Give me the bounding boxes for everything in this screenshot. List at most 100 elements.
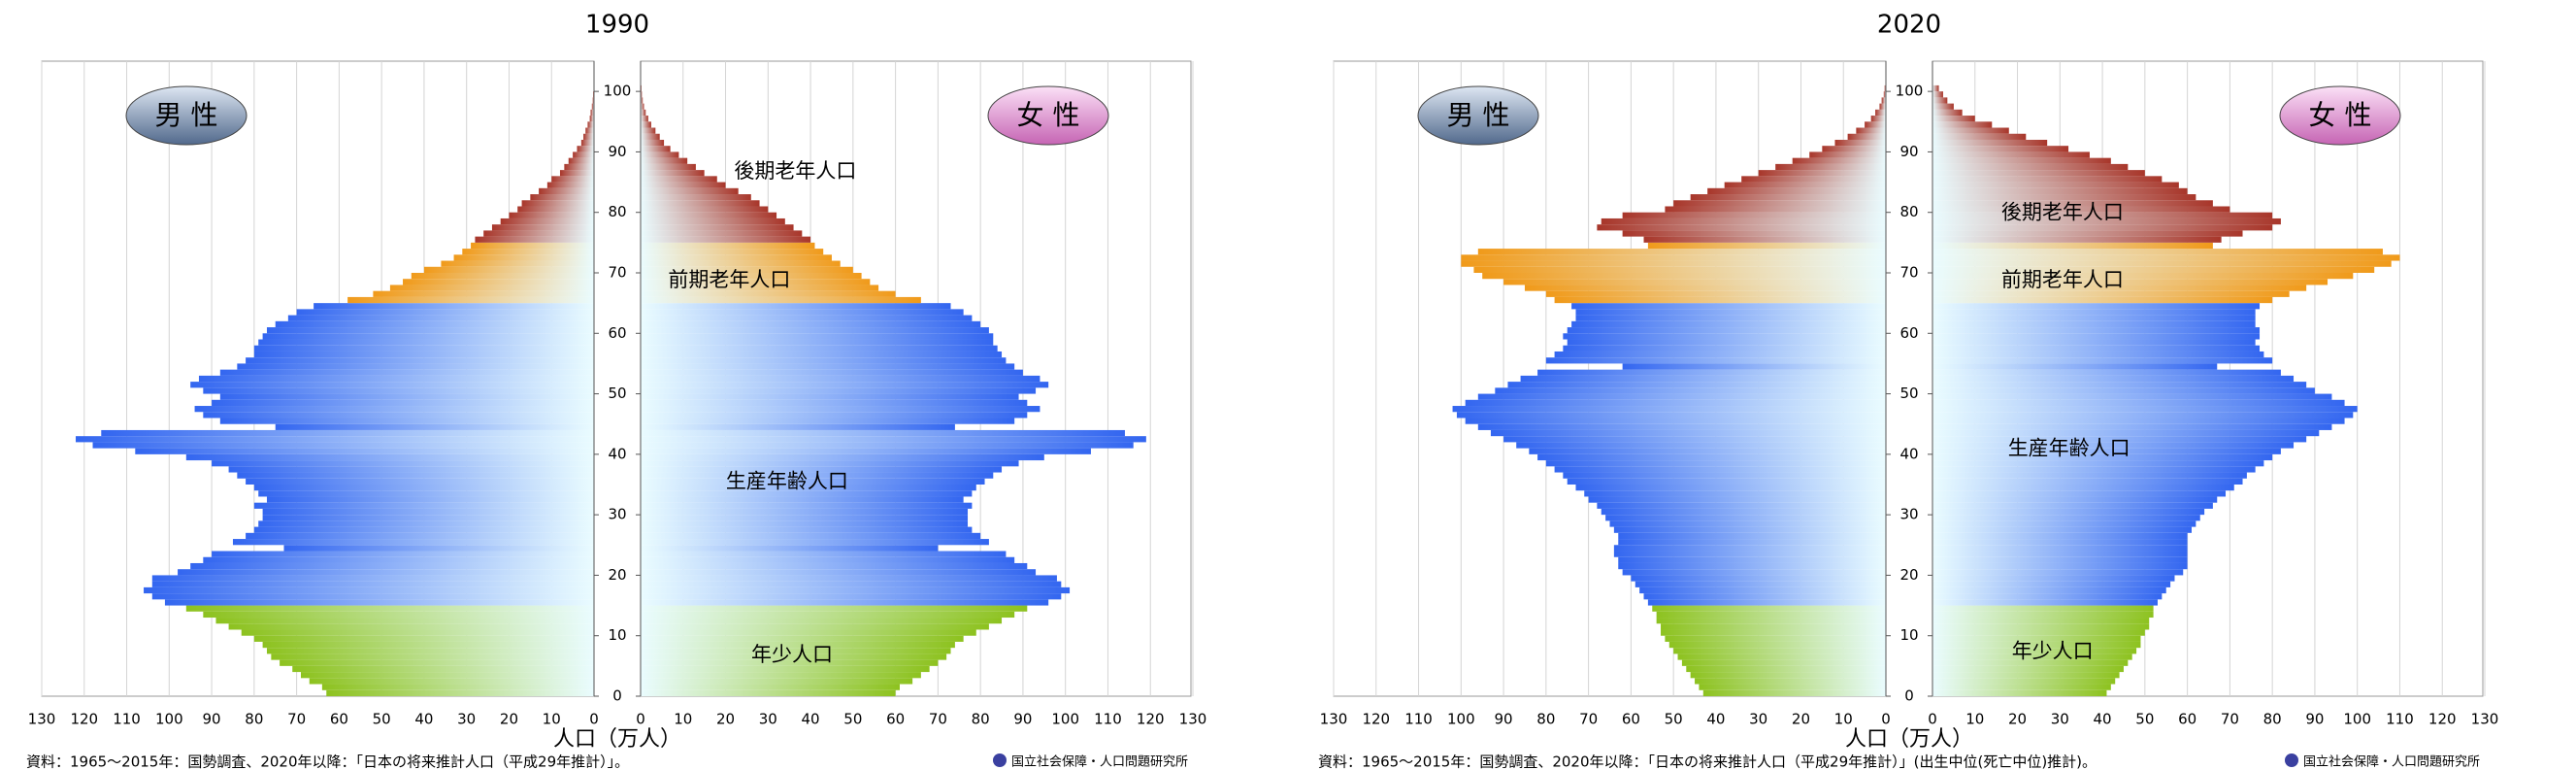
female-bar: [641, 418, 1015, 424]
x-tick-label: 120: [1137, 711, 1165, 728]
male-bar: [194, 406, 595, 413]
female-bar: [1932, 309, 2256, 316]
male-bar: [1870, 116, 1886, 122]
y-tick-label: 20: [1899, 566, 1918, 584]
male-bar: [219, 393, 595, 400]
female-bar: [641, 605, 1028, 612]
male-bar: [203, 387, 595, 394]
male-bar: [1601, 218, 1886, 225]
male-bar: [253, 351, 594, 358]
female-bar: [1932, 515, 2200, 521]
x-tick-label: 30: [2051, 711, 2069, 728]
male-bar: [1601, 508, 1886, 516]
female-bar: [641, 648, 951, 654]
male-bar: [275, 320, 594, 328]
male-bar: [1563, 345, 1886, 352]
female-bar: [1932, 575, 2175, 582]
male-bar: [1652, 605, 1886, 612]
male-bar: [423, 266, 594, 273]
female-bar: [1932, 194, 2196, 201]
male-bar: [1554, 351, 1886, 358]
x-tick-label: 10: [1834, 711, 1853, 728]
male-bar: [1495, 387, 1886, 394]
male-bar: [577, 146, 594, 152]
female-bar: [641, 520, 969, 527]
y-tick-label: 30: [608, 506, 626, 523]
female-bar: [1932, 399, 2345, 407]
female-bar: [1932, 466, 2256, 473]
female-bar: [1932, 659, 2129, 666]
female-bar: [641, 333, 994, 340]
female-bar: [641, 363, 1015, 370]
male-bar: [1834, 139, 1886, 147]
male-bar: [1554, 296, 1886, 304]
female-bar: [641, 478, 985, 485]
female-bar: [1932, 133, 2027, 140]
male-bar: [1690, 194, 1886, 201]
female-bar: [1932, 545, 2188, 552]
female-bar: [641, 296, 921, 304]
male-bar: [1537, 453, 1886, 461]
female-bar: [641, 116, 648, 122]
male-bar: [1673, 648, 1886, 654]
male-bar: [237, 363, 595, 370]
male-bar: [475, 236, 594, 243]
female-bar: [1932, 653, 2132, 660]
female-bar: [1932, 363, 2218, 370]
female-bar: [1932, 412, 2354, 418]
female-bar: [1932, 460, 2264, 467]
female-bar: [1932, 551, 2188, 557]
female-bar: [1932, 121, 1993, 128]
male-bar: [389, 285, 594, 291]
male-bar: [101, 429, 595, 437]
female-bar: [641, 442, 1134, 449]
female-bar: [641, 653, 947, 660]
male-bar: [1668, 641, 1886, 649]
female-bar: [1932, 333, 2261, 340]
x-tick-label: 110: [2386, 711, 2414, 728]
logo-mark: [993, 753, 1007, 767]
group-label: 年少人口: [2012, 640, 2094, 663]
female-bar: [641, 103, 644, 110]
female-bar: [1932, 375, 2295, 383]
female-bar: [1932, 116, 1975, 122]
male-bar: [1516, 442, 1886, 449]
male-bar: [190, 562, 594, 570]
female-bar: [641, 684, 900, 690]
female-bar: [1932, 618, 2150, 624]
male-bar: [76, 436, 594, 443]
female-bar: [641, 266, 853, 273]
y-tick-label: 80: [1899, 203, 1918, 220]
male-bar: [590, 109, 594, 117]
female-bar: [641, 502, 973, 509]
x-tick-label: 90: [1495, 711, 1513, 728]
female-bar: [641, 357, 1007, 364]
male-bar: [1822, 146, 1886, 152]
female-bar: [641, 345, 998, 352]
female-bar: [1932, 436, 2307, 443]
female-bar: [1932, 689, 2107, 696]
female-bar: [641, 327, 989, 334]
x-tick-label: 20: [2008, 711, 2027, 728]
male-bar: [296, 309, 594, 316]
y-tick-label: 100: [1896, 83, 1924, 100]
male-bar: [203, 412, 595, 418]
female-bar: [641, 187, 739, 195]
male-bar: [1622, 230, 1886, 237]
y-tick-label: 30: [1899, 506, 1918, 523]
female-bar: [641, 453, 1044, 461]
male-bar: [1881, 97, 1886, 104]
female-bar: [1932, 157, 2111, 164]
female-bar: [1932, 526, 2192, 533]
female-bar: [1932, 605, 2154, 612]
female-bar: [641, 279, 871, 285]
female-bar: [641, 672, 921, 679]
male-bar: [198, 375, 594, 383]
female-bar: [1932, 260, 2392, 267]
group-label: 生産年齢人口: [2008, 436, 2130, 459]
female-bar: [1932, 648, 2137, 654]
male-bar: [1473, 266, 1886, 273]
male-bar: [1775, 163, 1886, 171]
female-bar: [1932, 382, 2307, 388]
male-bar: [500, 218, 594, 225]
